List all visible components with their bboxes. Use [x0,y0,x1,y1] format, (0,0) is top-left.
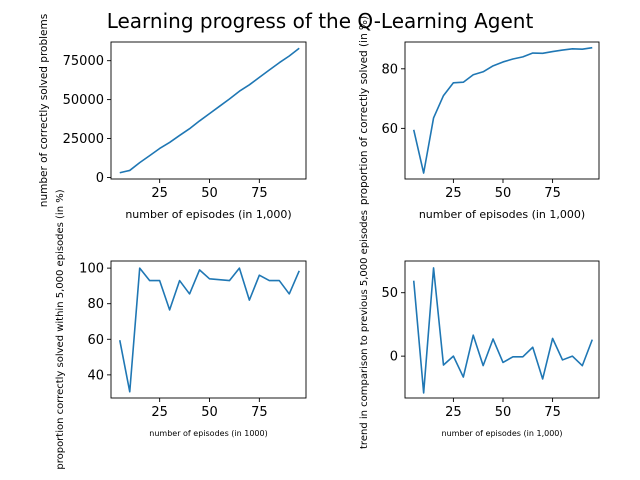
series-line [119,47,300,174]
axes-frame [110,41,307,180]
series-line [412,46,593,174]
y-tick-label: 80 [381,62,398,77]
x-axis-label: number of episodes (in 1000) [149,429,267,438]
y-tick-label: 40 [87,368,104,383]
x-axis-label: number of episodes (in 1,000) [419,208,585,221]
x-axis-label: number of episodes (in 1,000) [125,208,291,221]
x-tick-label: 50 [201,405,218,420]
y-tick-label: 0 [390,350,398,365]
x-tick-label: 25 [445,405,462,420]
y-tick-label: 50 [381,286,398,301]
y-tick-label: 60 [381,122,398,137]
subplot-grid: 25 50 75 0 25000 50000 75000 number of episodes… [38,14,600,470]
subplot-top-right: 25 50 75 60 80 number of episodes (in 1,000) p… [358,16,600,221]
x-tick-label: 25 [151,405,168,420]
y-axis-label: number of correctly solved problems [38,14,50,207]
y-tick-label: 80 [87,297,104,312]
x-tick-label: 50 [201,186,218,201]
x-tick-label: 50 [495,186,512,201]
y-tick-label: 0 [96,171,104,186]
y-axis-label: proportion correctly solved within 5,000… [55,189,66,469]
subplot-top-left: 25 50 75 0 25000 50000 75000 number of episodes… [38,14,307,221]
y-axis-label: trend in comparison to previous 5,000 ep… [359,210,370,449]
y-tick-label: 60 [87,333,104,348]
x-tick-label: 75 [544,186,561,201]
subplot-bottom-right: 25 50 75 0 50 number of episodes (in 1,000) tr… [359,210,600,449]
axes-frame [404,41,600,180]
x-tick-label: 25 [445,186,462,201]
y-axis-label: proportion of correctly solved (in %) [358,16,370,205]
subplot-bottom-left: 25 50 75 40 60 80 100 number of episodes (in 10… [55,189,307,470]
axes-frame [110,260,307,399]
axes-frame [404,260,600,399]
x-tick-label: 50 [495,405,512,420]
y-tick-label: 50000 [63,93,104,108]
series-line [412,267,594,394]
figure-title: Learning progress of the Q-Learning Agen… [107,9,534,33]
x-tick-label: 25 [151,186,168,201]
y-tick-label: 100 [79,262,104,277]
x-tick-label: 75 [544,405,561,420]
series-line [118,267,300,393]
y-tick-label: 25000 [63,132,104,147]
x-axis-label: number of episodes (in 1,000) [442,429,563,438]
x-tick-label: 75 [251,186,268,201]
y-tick-label: 75000 [63,54,104,69]
x-tick-label: 75 [251,405,268,420]
